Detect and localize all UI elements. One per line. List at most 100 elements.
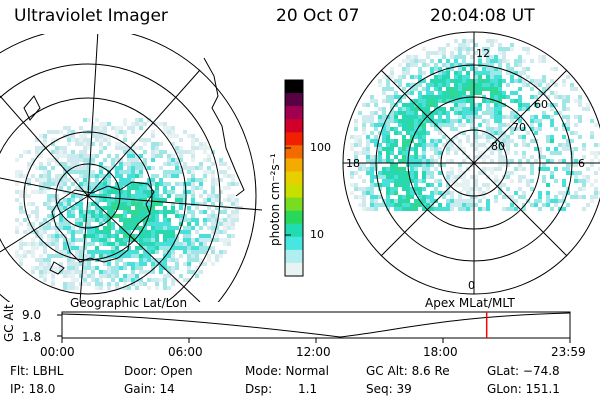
aurora-pixel	[474, 143, 478, 147]
aurora-pixel	[171, 202, 175, 206]
aurora-pixel	[223, 170, 227, 174]
aurora-pixel	[386, 119, 390, 123]
aurora-pixel	[175, 174, 179, 178]
aurora-pixel	[119, 266, 123, 270]
aurora-pixel	[195, 246, 199, 250]
aurora-pixel	[23, 250, 27, 254]
aurora-pixel	[366, 159, 370, 163]
aurora-pixel	[522, 79, 526, 83]
aurora-pixel	[522, 83, 526, 87]
aurora-pixel	[478, 103, 482, 107]
aurora-pixel	[119, 202, 123, 206]
aurora-pixel	[179, 230, 183, 234]
aurora-pixel	[183, 238, 187, 242]
aurora-pixel	[95, 198, 99, 202]
aurora-pixel	[91, 250, 95, 254]
aurora-pixel	[127, 246, 131, 250]
aurora-pixel	[474, 71, 478, 75]
aurora-pixel	[111, 278, 115, 282]
aurora-pixel	[486, 107, 490, 111]
aurora-pixel	[91, 202, 95, 206]
aurora-pixel	[51, 266, 55, 270]
aurora-pixel	[67, 266, 71, 270]
aurora-pixel	[43, 266, 47, 270]
aurora-pixel	[522, 143, 526, 147]
aurora-pixel	[103, 206, 107, 210]
aurora-pixel	[91, 242, 95, 246]
aurora-pixel	[394, 131, 398, 135]
aurora-pixel	[231, 226, 235, 230]
aurora-pixel	[450, 91, 454, 95]
aurora-pixel	[75, 202, 79, 206]
aurora-pixel	[71, 262, 75, 266]
aurora-pixel	[191, 158, 195, 162]
island-outline-2	[49, 261, 65, 275]
aurora-pixel	[458, 111, 462, 115]
aurora-pixel	[502, 163, 506, 167]
aurora-pixel	[79, 126, 83, 130]
aurora-pixel	[478, 75, 482, 79]
aurora-pixel	[370, 95, 374, 99]
aurora-pixel	[115, 166, 119, 170]
aurora-pixel	[398, 147, 402, 151]
aurora-pixel	[442, 123, 446, 127]
aurora-pixel	[103, 182, 107, 186]
aurora-pixel	[167, 254, 171, 258]
aurora-pixel	[191, 246, 195, 250]
aurora-pixel	[494, 103, 498, 107]
aurora-pixel	[199, 238, 203, 242]
aurora-pixel	[482, 135, 486, 139]
aurora-pixel	[223, 226, 227, 230]
aurora-pixel	[167, 218, 171, 222]
aurora-pixel	[67, 226, 71, 230]
aurora-pixel	[434, 95, 438, 99]
aurora-pixel	[442, 83, 446, 87]
aurora-pixel	[79, 154, 83, 158]
aurora-pixel	[446, 199, 450, 203]
aurora-pixel	[474, 107, 478, 111]
aurora-pixel	[107, 274, 111, 278]
aurora-pixel	[187, 166, 191, 170]
aurora-pixel	[59, 198, 63, 202]
aurora-pixel	[63, 198, 67, 202]
aurora-pixel	[498, 151, 502, 155]
aurora-pixel	[107, 242, 111, 246]
aurora-pixel	[542, 87, 546, 91]
aurora-pixel	[390, 191, 394, 195]
aurora-pixel	[155, 174, 159, 178]
aurora-pixel	[458, 87, 462, 91]
aurora-pixel	[454, 151, 458, 155]
aurora-pixel	[67, 202, 71, 206]
aurora-pixel	[155, 278, 159, 282]
aurora-pixel	[115, 146, 119, 150]
aurora-pixel	[358, 203, 362, 207]
aurora-pixel	[207, 214, 211, 218]
aurora-pixel	[219, 250, 223, 254]
aurora-pixel	[127, 198, 131, 202]
aurora-pixel	[119, 170, 123, 174]
aurora-pixel	[546, 159, 550, 163]
aurora-pixel	[43, 222, 47, 226]
aurora-pixel	[115, 254, 119, 258]
aurora-pixel	[502, 95, 506, 99]
antarctica-coastline	[51, 181, 155, 263]
aurora-pixel	[350, 147, 354, 151]
aurora-pixel	[67, 282, 71, 286]
aurora-pixel	[23, 190, 27, 194]
aurora-pixel	[410, 87, 414, 91]
aurora-pixel	[414, 175, 418, 179]
aurora-pixel	[103, 158, 107, 162]
aurora-pixel	[191, 270, 195, 274]
aurora-pixel	[127, 230, 131, 234]
aurora-pixel	[490, 67, 494, 71]
aurora-pixel	[115, 282, 119, 286]
aurora-pixel	[578, 135, 582, 139]
aurora-pixel	[199, 270, 203, 274]
aurora-pixel	[59, 146, 63, 150]
aurora-pixel	[103, 198, 107, 202]
aurora-pixel	[47, 262, 51, 266]
aurora-pixel	[434, 51, 438, 55]
aurora-pixel	[482, 47, 486, 51]
aurora-pixel	[578, 195, 582, 199]
aurora-pixel	[374, 127, 378, 131]
